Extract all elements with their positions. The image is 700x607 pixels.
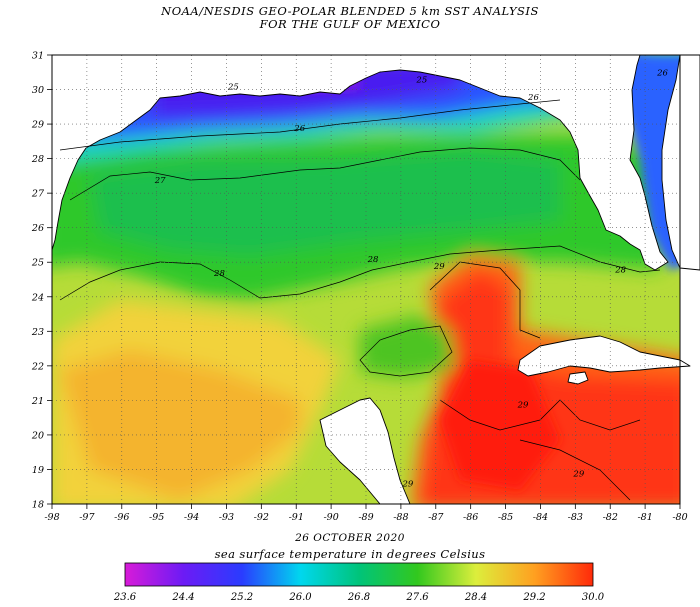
lat-tick-label: 19 — [32, 465, 44, 476]
contour-label: 27 — [154, 176, 166, 186]
lat-tick-label: 24 — [31, 292, 44, 303]
colorbar-title: sea surface temperature in degrees Celsi… — [214, 547, 486, 561]
lat-tick-label: 31 — [32, 51, 44, 62]
lon-tick-label: -98 — [44, 512, 59, 523]
colorbar — [124, 562, 594, 587]
colorbar-tick-label: 26.0 — [289, 592, 312, 603]
us-gulf-coast — [51, 54, 669, 271]
contour-label: 25 — [227, 83, 239, 93]
map-title-line2: FOR THE GULF OF MEXICO — [259, 17, 441, 31]
lat-tick-label: 18 — [32, 500, 44, 511]
lon-tick-label: -96 — [114, 512, 129, 523]
colorbar-tick-label: 24.4 — [172, 592, 195, 603]
map-title-line1: NOAA/NESDIS GEO-POLAR BLENDED 5 km SST A… — [161, 4, 539, 18]
lon-tick-label: -84 — [533, 512, 548, 523]
lon-tick-label: -90 — [323, 512, 338, 523]
lat-tick-label: 22 — [31, 361, 44, 372]
lat-tick-label: 26 — [31, 223, 44, 234]
lon-tick-label: -83 — [568, 512, 583, 523]
lon-tick-label: -86 — [463, 512, 478, 523]
lat-tick-label: 29 — [31, 120, 44, 131]
contour-labels: 25 25 26 26 26 27 28 28 28 29 29 29 29 — [154, 69, 669, 490]
lon-tick-label: -97 — [79, 512, 95, 523]
contour-label: 28 — [213, 269, 225, 279]
contour-label: 25 — [415, 76, 427, 86]
contour-29b — [439, 399, 641, 431]
analysis-date: 26 OCTOBER 2020 — [295, 532, 405, 544]
contour-29 — [429, 261, 541, 339]
lat-tick-label: 28 — [31, 154, 44, 165]
colorbar-tick-label: 27.6 — [406, 592, 429, 603]
lat-tick-label: 25 — [31, 258, 44, 269]
colorbar-tick-label: 28.4 — [464, 592, 488, 603]
graticule — [52, 55, 680, 504]
lon-tick-label: -95 — [149, 512, 164, 523]
lat-tick-label: 30 — [32, 85, 44, 96]
lat-tick-label: 20 — [31, 430, 44, 441]
colorbar-tick-label: 26.8 — [347, 592, 371, 603]
contour-28 — [59, 245, 661, 301]
lat-tick-label: 27 — [31, 189, 45, 200]
contour-label: 29 — [433, 262, 445, 272]
colorbar-tick-label: 30.0 — [581, 592, 605, 603]
contour-label: 26 — [293, 124, 305, 134]
contour-label: 28 — [614, 266, 626, 276]
contour-label: 26 — [527, 93, 539, 103]
contour-29c — [519, 439, 631, 501]
contour-label: 29 — [517, 400, 529, 410]
lon-tick-label: -88 — [393, 512, 408, 523]
florida-peninsula — [661, 54, 700, 271]
contour-label: 29 — [572, 469, 584, 479]
lon-tick-label: -80 — [672, 512, 687, 523]
lon-tick-label: -92 — [254, 512, 269, 523]
contour-27 — [69, 147, 581, 201]
axis-ticks: -98 -97 -96 -95 -94 -93 -92 -91 -90 -89 -88 -87 -86 -… — [31, 51, 688, 524]
contour-label: 29 — [401, 480, 413, 490]
contour-lines — [59, 99, 661, 501]
lon-tick-label: -89 — [358, 512, 373, 523]
yucatan-coast — [319, 397, 411, 505]
contour-label: 28 — [367, 255, 379, 265]
lon-tick-label: -93 — [219, 512, 234, 523]
lon-tick-label: -81 — [637, 512, 652, 523]
land-masses — [51, 54, 700, 505]
lon-tick-label: -82 — [603, 512, 618, 523]
colorbar-tick-label: 23.6 — [113, 592, 137, 603]
lon-tick-label: -94 — [184, 512, 199, 523]
contour-campeche — [359, 325, 453, 377]
colorbar-tick-label: 25.2 — [230, 592, 254, 603]
lon-tick-label: -91 — [289, 512, 304, 523]
isla-juventud — [567, 371, 589, 385]
lon-tick-label: -85 — [498, 512, 513, 523]
contour-label: 26 — [656, 69, 668, 79]
lon-tick-label: -87 — [428, 512, 444, 523]
lat-tick-label: 21 — [31, 396, 44, 407]
colorbar-tick-label: 29.2 — [523, 592, 546, 603]
lat-tick-label: 23 — [31, 327, 44, 338]
